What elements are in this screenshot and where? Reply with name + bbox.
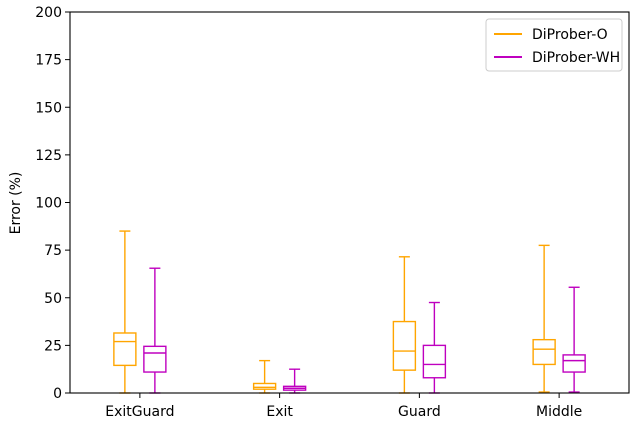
box-iqr	[422, 344, 447, 379]
y-tick-label: 25	[44, 338, 62, 354]
y-tick-label: 50	[44, 291, 62, 307]
box-iqr	[392, 320, 417, 371]
box-DiProber-O-ExitGuard	[113, 230, 137, 394]
y-tick-label: 100	[35, 196, 62, 212]
legend-label-DiProber-WH: DiProber-WH	[532, 50, 620, 66]
x-tick-label: ExitGuard	[105, 404, 174, 420]
box-DiProber-WH-ExitGuard	[143, 267, 167, 394]
box-iqr	[532, 338, 556, 366]
y-tick-label: 75	[44, 243, 62, 259]
box-DiProber-WH-Exit	[282, 368, 307, 394]
legend: DiProber-O DiProber-WH	[485, 18, 623, 72]
box-DiProber-O-Guard	[392, 256, 417, 394]
x-tick-label: Middle	[536, 404, 582, 420]
box-DiProber-O-Exit	[252, 359, 277, 394]
x-tick-label: Guard	[398, 404, 441, 420]
y-tick-label: 0	[53, 386, 62, 402]
box-iqr	[143, 345, 167, 373]
y-tick-label: 150	[35, 100, 62, 116]
box-iqr	[252, 382, 277, 390]
box-iqr	[562, 354, 586, 373]
plot-marks	[113, 230, 586, 394]
legend-label-DiProber-O: DiProber-O	[532, 27, 608, 43]
y-tick-label: 125	[35, 148, 62, 164]
box-DiProber-WH-Guard	[422, 301, 447, 394]
box-DiProber-O-Middle	[532, 244, 556, 393]
y-axis-label: Error (%)	[8, 172, 24, 235]
y-tick-label: 200	[35, 5, 62, 21]
x-tick-label: Exit	[266, 404, 293, 420]
y-tick-label: 175	[35, 53, 62, 69]
box-DiProber-WH-Middle	[562, 286, 586, 393]
box-iqr	[113, 332, 137, 367]
